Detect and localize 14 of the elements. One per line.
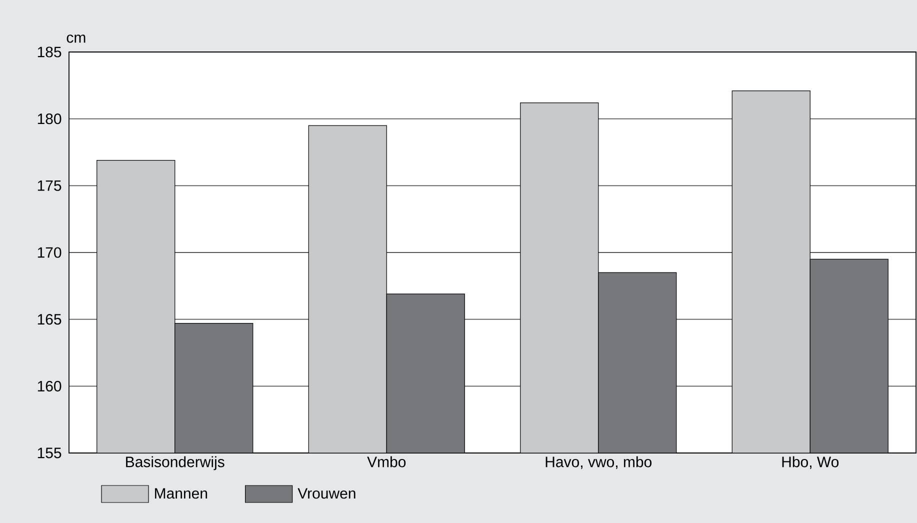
y-tick-label: 155 — [38, 448, 62, 458]
y-tick-label: 175 — [38, 180, 62, 191]
legend-label: Vrouwen — [298, 488, 356, 499]
x-tick-label: Vmbo — [367, 456, 406, 468]
y-tick-label: 170 — [38, 247, 62, 258]
y-axis-title: cm — [66, 34, 86, 43]
x-tick-label: Hbo, Wo — [782, 456, 839, 469]
legend-label: Mannen — [155, 488, 208, 499]
y-tick-label: 160 — [38, 380, 62, 392]
y-tick-label: 185 — [38, 46, 62, 58]
y-tick-label: 180 — [38, 114, 62, 124]
x-tick-label: Havo, vwo, mbo — [546, 456, 652, 469]
x-tick-label: Basisonderwijs — [126, 456, 224, 470]
y-tick-label: 165 — [38, 314, 62, 325]
